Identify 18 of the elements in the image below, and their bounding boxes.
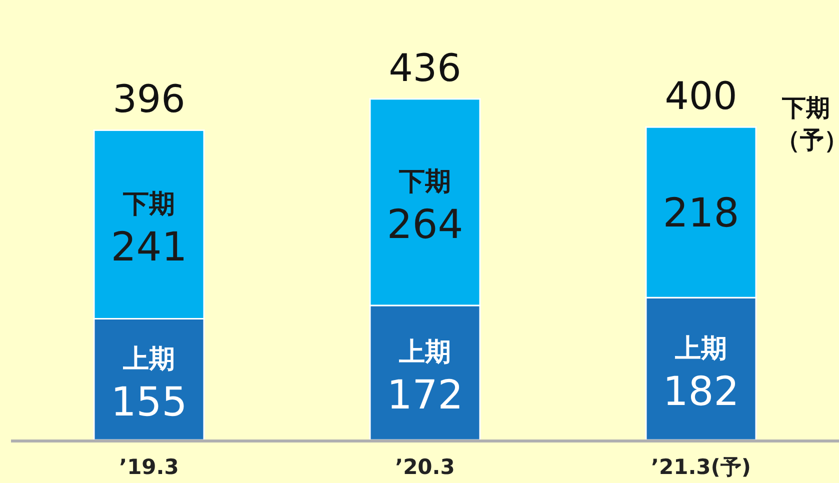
annotation: 下期（予） <box>776 94 839 154</box>
x-tick-label: ’19.3 <box>119 455 179 479</box>
series-name: 下期 <box>399 167 451 198</box>
value-label: 241 <box>110 224 188 270</box>
value-label: 172 <box>386 372 464 419</box>
series-name: 上期 <box>123 344 175 374</box>
total: 400 <box>664 74 738 118</box>
series-name: 上期 <box>675 334 727 364</box>
total: 436 <box>388 46 462 90</box>
value-label: 264 <box>386 202 464 248</box>
total: 396 <box>112 77 186 122</box>
series-name: 下期 <box>123 189 175 220</box>
value-label: 155 <box>110 379 188 426</box>
series-name: 上期 <box>399 338 451 368</box>
x-tick-label: ’21.3(予) <box>651 455 751 479</box>
value-label: 182 <box>662 368 740 415</box>
value-label: 218 <box>662 190 740 236</box>
x-tick-label: ’20.3 <box>395 455 455 479</box>
